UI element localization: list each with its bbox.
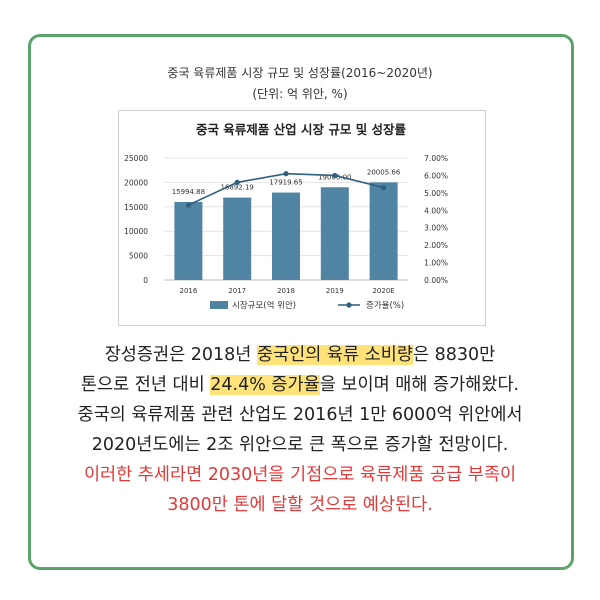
legend-label-growth-rate: 증가율(%)	[366, 301, 404, 311]
legend-swatch-market-size	[210, 301, 228, 309]
bar-value-label: 20005.66	[367, 168, 401, 176]
x-tick-label: 2020E	[372, 287, 394, 295]
highlight-growth-rate: 24.4% 증가율	[210, 375, 320, 395]
growth-rate-point	[234, 179, 240, 185]
bar	[174, 201, 203, 280]
y-left-tick-label: 20000	[124, 178, 148, 187]
y-left-tick-label: 15000	[124, 203, 148, 212]
x-tick-label: 2019	[326, 287, 344, 295]
growth-rate-point	[185, 202, 191, 208]
bar	[272, 192, 300, 280]
y-left-tick-label: 25000	[124, 154, 148, 163]
bar	[223, 197, 252, 280]
body-line-4: 2020년도에는 2조 위안으로 큰 폭으로 증가할 전망이다.	[91, 435, 509, 455]
body-line-2: 톤으로 전년 대비 24.4% 증가율을 보이며 매해 증가해왔다.	[80, 375, 520, 395]
bar-value-label: 17919.65	[269, 179, 302, 187]
legend-label-market-size: 시장규모(억 위안)	[232, 300, 296, 311]
chart: 중국 육류제품 산업 시장 규모 및 성장률 0 5000 10000 15000 200…	[124, 122, 448, 311]
y-left-tick-label: 10000	[124, 227, 148, 236]
y-left-tick-label: 5000	[129, 252, 148, 261]
body-line-6: 3800만 톤에 달할 것으로 예상된다.	[167, 495, 433, 515]
bar-value-label: 15994.88	[172, 188, 205, 196]
x-tick-label: 2016	[179, 287, 197, 295]
y-right-tick-label: 6.00%	[424, 171, 448, 180]
y-right-tick-label: 2.00%	[424, 241, 448, 250]
legend-swatch-growth-rate-marker	[346, 302, 352, 308]
x-tick-label: 2017	[228, 287, 246, 295]
body-line-5: 이러한 추세라면 2030년을 기점으로 육류제품 공급 부족이	[83, 465, 517, 485]
figure-title: 중국 육류제품 시장 규모 및 성장률(2016~2020년)	[167, 66, 433, 80]
growth-rate-point	[283, 171, 289, 177]
figure-unit: (단위: 억 위안, %)	[252, 87, 348, 101]
bar	[369, 182, 398, 280]
bar	[320, 187, 349, 280]
chart-title: 중국 육류제품 산업 시장 규모 및 성장률	[196, 122, 407, 137]
x-tick-label: 2018	[277, 287, 295, 295]
y-right-tick-label: 7.00%	[424, 154, 448, 163]
y-right-tick-label: 4.00%	[424, 206, 448, 215]
y-right-tick-label: 3.00%	[424, 224, 448, 233]
y-left-tick-label: 0	[143, 276, 148, 285]
growth-rate-point	[332, 172, 338, 179]
y-right-tick-label: 0.00%	[424, 276, 448, 285]
highlight-consumption: 중국인의 육류 소비량	[256, 345, 413, 365]
body-line-1: 장성증권은 2018년 중국인의 육류 소비량은 8830만	[104, 345, 496, 365]
growth-rate-point	[381, 185, 387, 191]
bar-value-label: 16892.19	[220, 184, 253, 192]
y-right-tick-label: 5.00%	[424, 189, 448, 198]
y-right-tick-label: 1.00%	[424, 259, 448, 268]
body-line-3: 중국의 육류제품 관련 산업도 2016년 1만 6000억 위안에서	[77, 405, 523, 425]
